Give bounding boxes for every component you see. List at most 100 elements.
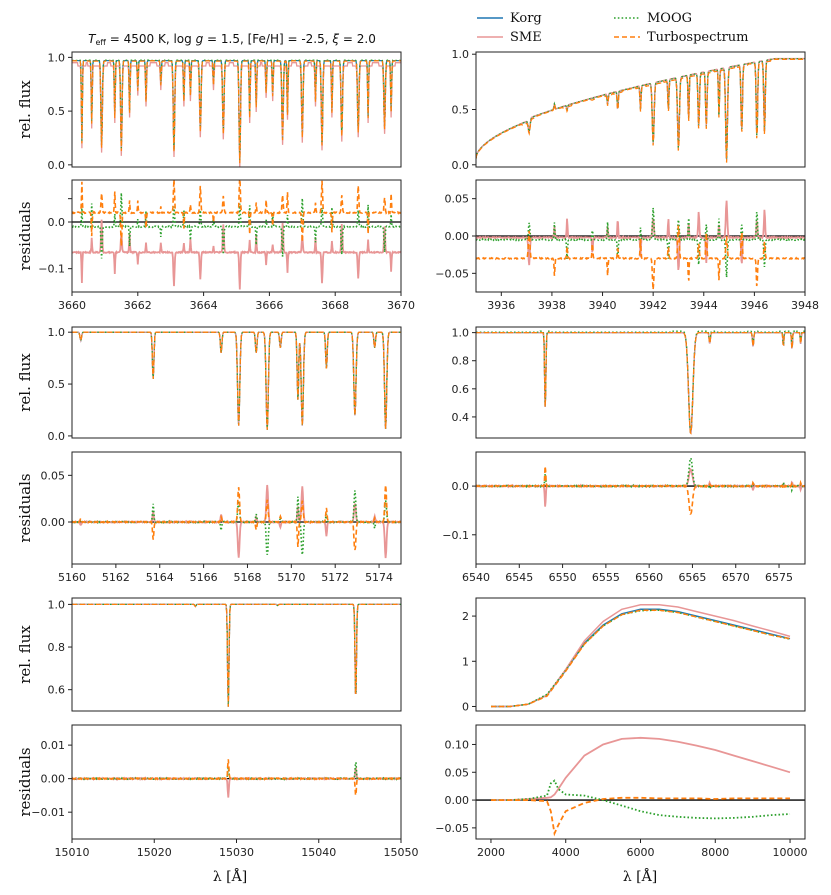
series-moog-resid-sed [491,779,791,820]
series-sme-resid-6540 [476,467,805,507]
panel-resid-15010: −0.01 0.00 0.01 15010 15020 15030 15040 15050 re… [16,724,419,859]
panel-flux-6540-ytick-label: 0.8 [452,355,470,368]
panel-flux-sed-ytick-label: 2 [462,610,469,623]
panel-resid-3935-xtick-label: 3940 [589,299,617,312]
ylabel-resid-5160: residuals [16,473,34,542]
panel-flux-3660-frame [71,51,402,168]
panel-resid-3660-ytick-label: 0.0 [48,216,66,229]
panel-resid-3660-xtick-label: 3666 [255,299,283,312]
series-turbospectrum-resid-3660 [72,180,401,247]
x-axis-label-left: λ [Å] [213,867,247,885]
panel-resid-3935-ytick-label: 0.00 [445,230,470,243]
panel-flux-5160: 0.0 0.5 1.0 rel. flux [16,326,402,443]
panel-flux-5160-frame [71,326,402,439]
ylabel-resid-3660: residuals [16,201,34,270]
panel-resid-sed-xtick-label: 2000 [477,846,505,859]
panel-resid-sed-ytick-label: −0.05 [435,822,469,835]
panel-flux-3660-ytick-label: 0.5 [48,105,66,118]
panel-resid-5160-xtick-label: 5162 [102,571,130,584]
series-sme-flux-15010 [72,603,401,707]
panel-resid-6540-frame [475,451,806,565]
panel-flux-6540-frame [475,326,806,439]
panel-resid-15010-ytick-label: −0.01 [31,806,65,819]
series-turbospectrum-flux-3935 [476,58,805,163]
panel-resid-15010-frame [71,724,402,840]
panel-resid-6540-xtick-label: 6560 [635,571,663,584]
series-sme-flux-6540 [476,331,805,435]
series-turbospectrum-resid-3935 [476,225,805,290]
series-turbospectrum-resid-6540 [476,466,805,515]
panel-flux-3935-ytick-label: 1.0 [452,48,470,61]
ylabel-flux-3660: rel. flux [16,80,34,139]
legend-label-korg: Korg [510,11,542,26]
series-sme-resid-sed [491,736,791,801]
panel-flux-3660-ytick-label: 0.0 [48,159,66,172]
series-moog-flux-15010 [72,603,401,707]
legend-label-sme: SME [510,30,542,45]
panel-resid-3660: −0.1 0.0 3660 3662 3664 3666 3668 3670 residuals [16,179,415,312]
ylabel-flux-5160: rel. flux [16,353,34,412]
panel-resid-6540-xtick-label: 6550 [549,571,577,584]
panel-resid-15010-xtick-label: 15040 [301,846,336,859]
panel-resid-5160-xtick-label: 5170 [277,571,305,584]
series-moog-flux-sed [491,609,791,708]
panel-flux-sed-frame [475,597,806,712]
panel-resid-3660-xtick-label: 3662 [124,299,152,312]
series-moog-resid-3935 [476,207,805,278]
series-moog-flux-6540 [476,330,805,434]
panel-flux-15010-ytick-label: 0.8 [48,641,66,654]
series-moog-flux-3660 [72,59,401,161]
panel-resid-3935-xtick-label: 3942 [639,299,667,312]
panel-resid-5160-xtick-label: 5160 [58,571,86,584]
panel-resid-15010-ytick-label: 0.00 [41,773,66,786]
panel-resid-sed-xtick-label: 4000 [552,846,580,859]
panel-resid-5160-xtick-label: 5166 [190,571,218,584]
panel-resid-6540-xtick-label: 6545 [505,571,533,584]
panel-resid-5160-xtick-label: 5172 [321,571,349,584]
panel-resid-3660-frame [71,179,402,293]
series-turbospectrum-flux-6540 [476,331,805,435]
panel-flux-6540-ytick-label: 1.0 [452,327,470,340]
panel-resid-sed-xtick-label: 6000 [627,846,655,859]
series-turbospectrum-resid-sed [491,796,790,837]
panel-resid-3935-xtick-label: 3944 [690,299,718,312]
panel-resid-3935-xtick-label: 3948 [791,299,819,312]
panel-flux-3935-ytick-label: 0.5 [452,104,470,117]
panel-resid-3935: −0.05 0.00 0.05 3936 3938 3940 3942 3944 3946 394… [435,179,819,312]
series-sme-resid-15010 [72,767,401,798]
panel-resid-6540-xtick-label: 6555 [592,571,620,584]
panel-flux-3935-ytick-label: 0.0 [452,159,470,172]
panel-resid-3935-ytick-label: 0.05 [445,193,470,206]
panel-resid-5160-ytick-label: 0.05 [41,469,66,482]
series-sme-flux-sed [491,604,791,708]
ylabel-resid-15010: residuals [16,747,34,816]
panel-resid-5160-ytick-label: 0.00 [41,516,66,529]
panel-resid-15010-xtick-label: 15010 [55,846,90,859]
panel-flux-3660: 0.0 0.5 1.0 rel. flux [16,51,402,172]
panel-resid-15010-xtick-label: 15020 [137,846,172,859]
panel-flux-6540-ytick-label: 0.4 [452,411,470,424]
panel-flux-sed-ytick-label: 0 [462,700,469,713]
panel-resid-sed-ytick-label: 0.10 [445,738,470,751]
panel-flux-5160-ytick-label: 0.0 [48,430,66,443]
panel-resid-6540: −0.1 0.0 6540 6545 6550 6555 6560 6565 6570 6575 [442,451,806,584]
panel-resid-sed-xtick-label: 10000 [773,846,808,859]
series-turbospectrum-resid-5160 [72,484,401,551]
panel-resid-15010-ytick-label: 0.01 [41,739,66,752]
panel-flux-3660-ytick-label: 1.0 [48,51,66,64]
panel-resid-3660-xtick-label: 3660 [58,299,86,312]
panel-resid-5160-xtick-label: 5174 [365,571,393,584]
series-korg-flux-15010 [72,603,401,707]
panel-resid-6540-xtick-label: 6540 [462,571,490,584]
panel-resid-sed-xtick-label: 8000 [701,846,729,859]
panel-resid-sed-frame [475,724,806,840]
panel-flux-5160-ytick-label: 1.0 [48,326,66,339]
panel-resid-5160-xtick-label: 5168 [233,571,261,584]
panel-resid-sed-ytick-label: 0.05 [445,766,470,779]
figure-title: Teff = 4500 K, log g = 1.5, [Fe/H] = -2.… [88,32,376,47]
panel-flux-3935: 0.0 0.5 1.0 [452,48,806,172]
legend: Korg SME MOOG Turbospectrum [477,11,749,45]
series-sme-resid-3935 [476,200,805,271]
series-sme-flux-3660 [72,62,401,167]
